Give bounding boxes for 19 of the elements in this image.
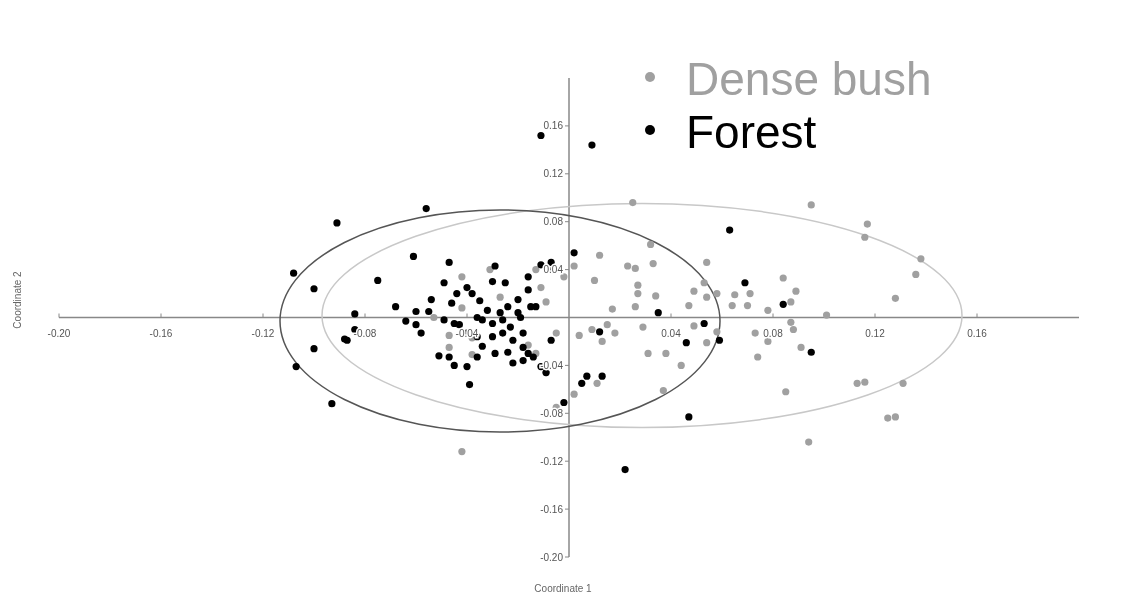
legend-label: Forest [686,106,817,158]
y-tick-label: 0.16 [543,120,564,132]
y-axis-title: Coordinate 2 [12,270,23,329]
x-tick-label: -0.16 [149,327,173,339]
x-tick-label: 0.08 [763,327,784,339]
y-tick-label: -0.20 [540,551,564,563]
x-tick-label: 0.12 [865,327,886,339]
y-tick-label: -0.16 [540,503,564,515]
y-tick-label: 0.12 [543,168,564,180]
x-tick-label: -0.20 [47,327,71,339]
y-tick-label: 0.08 [543,216,564,228]
y-tick-label: -0.08 [540,407,564,419]
x-tick-label: 0.16 [967,327,988,339]
y-tick-label: -0.12 [540,455,564,467]
x-axis-title: Coordinate 1 [534,583,593,594]
x-tick-label: -0.12 [251,327,275,339]
x-tick-label: -0.08 [353,327,377,339]
x-tick-label: 0.04 [661,327,682,339]
legend-label: Dense bush [686,53,932,105]
